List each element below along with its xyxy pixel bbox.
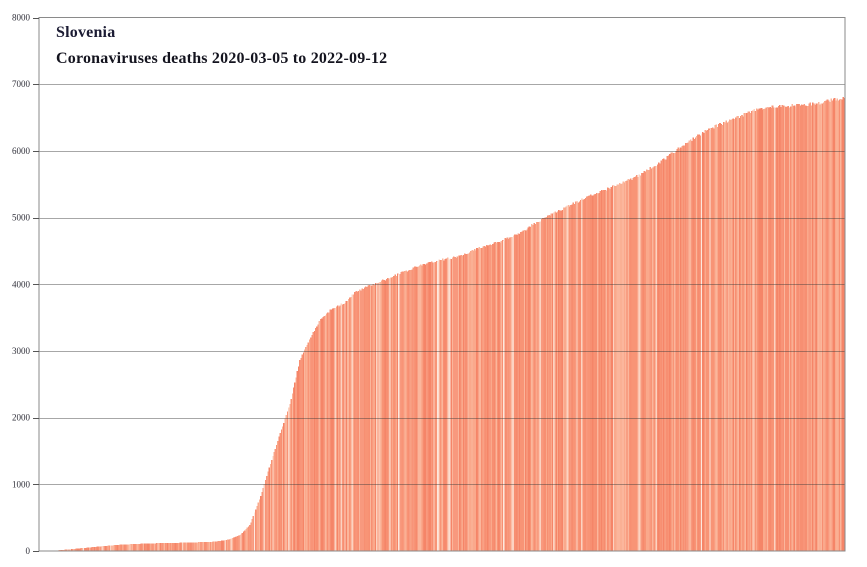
y-tick-label: 7000 <box>12 79 31 89</box>
y-tick-label: 5000 <box>12 213 31 223</box>
y-tick-label: 6000 <box>12 146 31 156</box>
y-tick-label: 1000 <box>12 479 31 489</box>
chart-title: Slovenia <box>56 24 116 41</box>
y-tick-label: 0 <box>26 546 31 556</box>
daily-bars-group <box>42 96 846 552</box>
y-tick-label: 4000 <box>12 279 31 289</box>
y-tick-label: 3000 <box>12 346 31 356</box>
y-tick-label: 8000 <box>12 13 31 23</box>
y-tick-label: 2000 <box>12 413 31 423</box>
chart-subtitle: Coronaviruses deaths 2020-03-05 to 2022-… <box>56 50 388 67</box>
